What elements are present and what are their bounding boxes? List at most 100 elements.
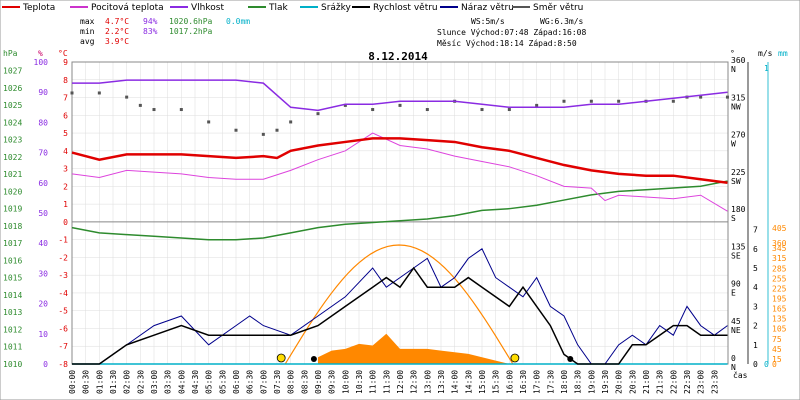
tick-rad-5: 135	[772, 315, 787, 324]
tick-x-20: 10:00	[341, 370, 350, 394]
tick-degc-10: 2	[63, 182, 68, 191]
tick-x-0: 00:00	[68, 370, 77, 394]
tick-ms-2: 2	[753, 322, 758, 331]
tick-dir-5: 135	[731, 242, 746, 251]
tick-hpa-0: 1010	[3, 360, 22, 369]
tick-pct-4: 40	[38, 239, 48, 248]
tick-degc-11: 3	[63, 165, 68, 174]
tick-x-23: 11:30	[382, 370, 391, 394]
wind-dir-point-6	[207, 120, 211, 124]
tick-x-17: 08:30	[300, 370, 309, 394]
legend-label-4: Srážky	[321, 3, 352, 13]
tick-x-25: 12:30	[410, 370, 419, 394]
tick-x-21: 10:30	[355, 370, 364, 394]
tick-rad-13: 360	[772, 239, 787, 248]
tick-degc-12: 4	[63, 147, 68, 156]
tick-pct-7: 70	[38, 149, 48, 158]
tick-degc-3: -5	[58, 307, 68, 316]
wind-dir-point-3	[138, 103, 142, 107]
tick-x-29: 14:30	[464, 370, 473, 394]
tick-ms-7: 7	[753, 226, 758, 235]
tick-pct-0: 0	[43, 360, 48, 369]
legend-label-6: Náraz větru	[461, 3, 514, 13]
tick-x-5: 02:30	[136, 370, 145, 394]
tick-ms-4: 4	[753, 283, 758, 292]
tick-x-40: 20:00	[615, 370, 624, 394]
wind-dir-point-26	[699, 95, 703, 99]
tick-hpa-1: 1011	[3, 343, 22, 352]
wind-speed-info: WS:5m/s	[471, 17, 505, 26]
tick-dir-6: 90	[731, 280, 741, 289]
tick-x-37: 18:30	[574, 370, 583, 394]
tick-hpa-16: 1026	[3, 84, 22, 93]
wind-dir-point-18	[507, 108, 511, 112]
tick-rad-14: 405	[772, 224, 787, 233]
wind-dir-point-11	[316, 112, 320, 116]
tick-hpa-15: 1025	[3, 101, 22, 110]
moonset-marker	[310, 356, 317, 362]
stats-block: max 4.7°C 94% 1020.6hPa 0.0mm min 2.2°C 83% 1017…	[80, 17, 586, 48]
tick-dir-name-7: NE	[731, 326, 741, 335]
tick-rad-12: 345	[772, 244, 787, 253]
tick-ms-6: 6	[753, 245, 758, 254]
tick-dir-7: 45	[731, 317, 741, 326]
wind-dir-point-17	[480, 108, 484, 112]
axis-label-hpa: hPa	[3, 49, 18, 58]
axis-label-deg: °	[730, 49, 735, 58]
radiation-area	[318, 333, 510, 364]
tick-x-31: 15:30	[492, 370, 501, 394]
tick-dir-8: 0	[731, 354, 736, 363]
wind-dir-point-0	[70, 91, 74, 95]
tick-degc-5: -3	[58, 271, 68, 280]
axis-label-ms: m/s	[758, 49, 773, 58]
tick-dir-name-6: E	[731, 289, 736, 298]
tick-dir-1: 315	[731, 93, 746, 102]
tick-x-39: 19:30	[601, 370, 610, 394]
tick-x-43: 21:30	[656, 370, 665, 394]
tick-dir-name-0: N	[731, 65, 736, 74]
tick-degc-2: -6	[58, 324, 68, 333]
tick-dir-3: 225	[731, 168, 746, 177]
tick-degc-4: -4	[58, 289, 68, 298]
stat-hum-0: 94%	[143, 17, 158, 26]
tick-x-32: 16:00	[505, 370, 514, 394]
tick-mm-1: 1	[764, 64, 769, 73]
tick-x-26: 13:00	[423, 370, 432, 394]
legend-label-3: Tlak	[268, 3, 289, 13]
tick-degc-1: -7	[58, 342, 68, 351]
tick-rad-8: 225	[772, 284, 787, 293]
tick-rad-4: 105	[772, 325, 787, 334]
tick-hpa-7: 1017	[3, 239, 22, 248]
tick-hpa-13: 1023	[3, 136, 22, 145]
tick-x-44: 22:00	[669, 370, 678, 394]
axis-label-mm: mm	[778, 49, 788, 58]
tick-hpa-2: 1012	[3, 325, 22, 334]
tick-hpa-17: 1027	[3, 67, 22, 76]
pressure-line	[71, 180, 728, 241]
tick-x-2: 01:00	[95, 370, 104, 394]
tick-x-35: 17:30	[546, 370, 555, 394]
tick-hpa-10: 1020	[3, 187, 22, 196]
wind-dir-point-21	[589, 99, 593, 103]
wind-dir-point-20	[562, 99, 566, 103]
wind-dir-point-14	[398, 103, 402, 107]
tick-hpa-9: 1019	[3, 205, 22, 214]
tick-pct-2: 20	[38, 300, 48, 309]
wind-dir-point-2	[125, 95, 129, 99]
sun-info: Slunce Východ:07:48 Západ:16:08	[437, 28, 586, 37]
tick-rad-1: 15	[772, 355, 782, 364]
tick-x-16: 08:00	[287, 370, 296, 394]
tick-degc-16: 8	[63, 76, 68, 85]
plot-area: 1010101110121013101410151016101710181019…	[3, 49, 788, 394]
tick-pct-6: 60	[38, 179, 48, 188]
tick-degc-14: 6	[63, 111, 68, 120]
tick-rad-3: 75	[772, 335, 782, 344]
tick-x-4: 02:00	[123, 370, 132, 394]
tick-x-13: 06:30	[246, 370, 255, 394]
tick-x-11: 05:30	[218, 370, 227, 394]
axis-label-cas: čas	[733, 370, 748, 380]
stat-temp-0: 4.7°C	[105, 17, 129, 26]
tick-dir-name-1: NW	[731, 102, 741, 111]
tick-dir-name-5: SE	[731, 251, 741, 260]
tick-x-24: 12:00	[396, 370, 405, 394]
